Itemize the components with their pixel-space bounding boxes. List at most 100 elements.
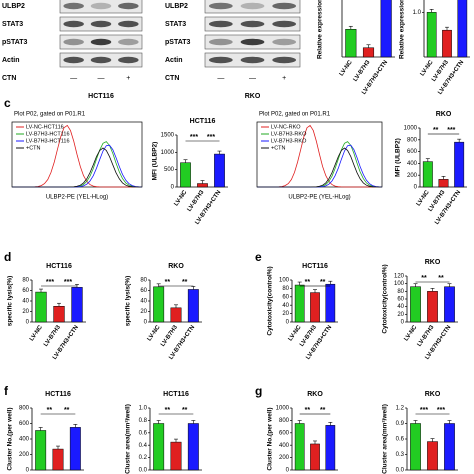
flow-title: Plot P02, gated on P01.R1: [259, 112, 331, 118]
blot-treatment: CTN: [165, 75, 179, 82]
legend-label: LV-NC-HCT116: [26, 124, 64, 130]
chart-title: RKO: [425, 391, 441, 398]
chart-title: HCT116: [190, 118, 216, 125]
blot-mark: —: [249, 75, 256, 82]
legend-label: +CTN: [26, 145, 41, 151]
y-tick-label: 0: [26, 320, 30, 326]
x-tick-label: LV-B7H3: [43, 324, 62, 348]
x-tick-label: LV-NC: [147, 324, 162, 342]
legend-label: LV-NC-RKO: [271, 124, 301, 130]
bar: [422, 161, 433, 188]
y-tick-label: 1000: [161, 150, 175, 156]
bar: [153, 423, 165, 471]
y-axis-label: MFI (ULBP2): [395, 138, 402, 177]
y-tick-label: 1000: [276, 406, 290, 412]
y-axis-label: specific lysis(%): [125, 276, 132, 327]
blot-band: [272, 38, 297, 46]
y-tick-label: 800: [19, 406, 30, 412]
y-tick-label: 200: [19, 452, 30, 458]
y-tick-label: 0.6: [139, 430, 148, 436]
y-tick-label: 0.6: [396, 437, 405, 443]
sig-stars: **: [433, 127, 439, 134]
y-tick-label: 500: [164, 167, 175, 173]
y-tick-label: 600: [407, 149, 418, 155]
y-tick-label: 0.3: [396, 452, 405, 458]
legend-label: +CTN: [271, 145, 286, 151]
blot-cell-line: RKO: [245, 93, 261, 100]
sig-stars: ***: [447, 127, 455, 134]
blot-band: [240, 20, 265, 28]
sig-stars: **: [165, 407, 171, 414]
y-tick-label: 0.9: [396, 421, 405, 427]
blot-band: [208, 56, 233, 64]
y-tick-label: 600: [279, 430, 290, 436]
blot-row-label: STAT3: [165, 21, 186, 28]
y-tick-label: 60: [397, 297, 404, 303]
y-tick-label: 80: [140, 278, 147, 284]
bar: [170, 307, 182, 323]
chart-title: RKO: [307, 391, 323, 398]
blot-strip: [204, 0, 301, 14]
bar: [427, 291, 438, 323]
blot-band: [63, 56, 84, 64]
y-tick-label: 1.0: [139, 406, 148, 412]
bar: [444, 423, 455, 471]
bar: [438, 179, 449, 188]
blot-mark: —: [98, 75, 105, 82]
blot-band: [90, 56, 112, 64]
y-axis-label: Cluster No.(per well): [267, 407, 274, 470]
bar: [454, 141, 465, 188]
x-tick-label: LV-NC: [403, 324, 418, 342]
blot-band: [118, 2, 139, 10]
bar: [310, 443, 320, 471]
x-tick-label: LV-NC: [416, 189, 431, 207]
chart-title: HCT116: [45, 391, 71, 398]
bar: [180, 162, 191, 188]
blot-mark: —: [217, 75, 224, 82]
y-tick-label: 0: [286, 468, 290, 474]
blot-row-label: STAT3: [2, 21, 23, 28]
y-tick-label: 0.0: [139, 468, 148, 474]
bar: [170, 441, 182, 471]
x-tick-label: LV-NC: [173, 189, 188, 207]
blot-band: [272, 56, 297, 64]
blot-band: [118, 38, 139, 46]
y-tick-label: 400: [19, 437, 30, 443]
blot-mark: +: [126, 75, 130, 82]
y-tick-label: 20: [397, 312, 404, 318]
y-tick-label: 600: [19, 421, 30, 427]
sig-stars: **: [438, 275, 444, 282]
flow-title: Plot P02, gated on P01.R1: [14, 112, 86, 118]
y-tick-label: 80: [282, 286, 289, 292]
bar: [53, 306, 65, 323]
blot-band: [118, 20, 139, 28]
y-tick-label: 0: [286, 320, 290, 326]
x-tick-label: LV-B7H3: [353, 59, 372, 83]
y-tick-label: 120: [394, 274, 405, 280]
y-tick-label: 0.4: [139, 443, 148, 449]
blot-row-label: pSTAT3: [165, 39, 191, 46]
sig-stars: ***: [420, 407, 428, 414]
y-tick-label: 60: [22, 288, 29, 294]
y-tick-label: 0.8: [139, 418, 148, 424]
y-axis-label: Cluster No.(per well): [7, 407, 14, 470]
bar: [325, 425, 336, 471]
y-tick-label: 400: [407, 161, 418, 167]
y-tick-label: 1.0: [413, 10, 422, 16]
chart-title: RKO: [168, 263, 184, 270]
y-tick-label: 0.0: [396, 468, 405, 474]
bar: [426, 12, 437, 58]
sig-stars: ***: [64, 279, 72, 286]
bar: [197, 183, 208, 188]
legend-label: LV-B7H3-RKO: [271, 131, 307, 137]
y-axis-label: MFI (ULBP2): [152, 142, 159, 181]
legend-label: LV-B7H3-RKO: [271, 138, 307, 144]
sig-stars: ***: [207, 134, 215, 141]
panel-letter: e: [255, 250, 262, 264]
bar: [427, 441, 438, 471]
bar: [410, 286, 421, 323]
sig-stars: **: [320, 279, 326, 286]
blot-row-label: pSTAT3: [2, 39, 28, 46]
bar: [457, 0, 468, 58]
y-axis-label: specific lysis(%): [7, 276, 14, 327]
